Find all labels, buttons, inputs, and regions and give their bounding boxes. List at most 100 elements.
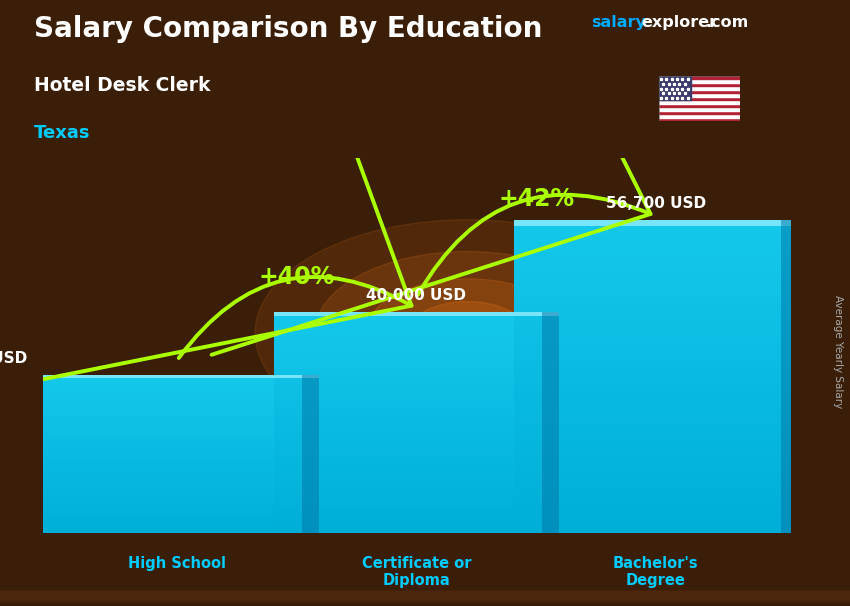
Bar xyxy=(0,593,850,601)
Bar xyxy=(0,594,850,601)
Bar xyxy=(659,111,740,114)
Bar xyxy=(275,324,558,329)
Bar xyxy=(0,592,850,600)
Bar xyxy=(275,456,558,461)
Bar xyxy=(513,518,798,525)
Bar xyxy=(0,596,850,604)
Bar xyxy=(781,220,798,533)
Bar xyxy=(0,595,850,602)
Bar xyxy=(275,528,558,533)
Bar xyxy=(513,220,798,225)
Bar xyxy=(275,329,558,335)
Bar xyxy=(275,500,558,505)
Bar xyxy=(35,513,320,518)
Bar xyxy=(35,494,320,498)
Bar xyxy=(275,484,558,489)
Bar xyxy=(513,455,798,463)
Bar xyxy=(659,83,740,86)
Bar xyxy=(275,373,558,379)
Bar xyxy=(35,529,320,533)
FancyArrowPatch shape xyxy=(212,0,650,355)
Bar xyxy=(0,591,850,599)
Text: +40%: +40% xyxy=(258,265,335,288)
Bar xyxy=(659,114,740,118)
Bar xyxy=(0,598,850,605)
Bar xyxy=(0,593,850,601)
Bar xyxy=(513,439,798,447)
Bar xyxy=(659,107,740,111)
Bar xyxy=(0,591,850,599)
Bar xyxy=(0,594,850,602)
Bar xyxy=(0,595,850,602)
Bar xyxy=(275,494,558,500)
Bar xyxy=(275,423,558,428)
Bar xyxy=(0,593,850,601)
Text: Texas: Texas xyxy=(34,124,90,142)
Bar xyxy=(0,593,850,601)
Bar xyxy=(0,594,850,602)
Bar xyxy=(0,598,850,605)
Text: 28,600 USD: 28,600 USD xyxy=(0,351,27,366)
Bar xyxy=(275,511,558,517)
Bar xyxy=(0,594,850,602)
Bar xyxy=(275,351,558,356)
Bar xyxy=(35,375,320,379)
Bar xyxy=(275,367,558,373)
Bar xyxy=(0,597,850,604)
Bar xyxy=(275,318,558,324)
Bar xyxy=(0,591,850,599)
Bar xyxy=(35,458,320,462)
Text: Hotel Desk Clerk: Hotel Desk Clerk xyxy=(34,76,211,95)
Bar xyxy=(0,593,850,601)
Bar xyxy=(0,594,850,601)
Bar xyxy=(35,399,320,403)
Bar xyxy=(0,594,850,602)
Bar xyxy=(35,395,320,399)
Bar xyxy=(0,598,850,606)
Bar xyxy=(0,597,850,605)
Bar xyxy=(0,591,850,599)
Bar xyxy=(275,517,558,522)
Bar xyxy=(35,498,320,502)
Bar xyxy=(513,236,798,244)
Bar xyxy=(0,598,850,605)
Bar xyxy=(513,486,798,494)
Bar xyxy=(0,597,850,605)
Bar xyxy=(0,594,850,601)
Bar xyxy=(35,387,320,391)
Bar xyxy=(0,592,850,600)
FancyArrowPatch shape xyxy=(0,0,411,396)
Bar xyxy=(0,596,850,604)
Bar xyxy=(0,596,850,604)
Bar xyxy=(275,335,558,340)
Bar xyxy=(275,312,558,318)
Bar xyxy=(659,118,740,121)
Bar xyxy=(35,502,320,505)
Bar xyxy=(275,428,558,434)
Bar xyxy=(0,593,850,600)
Bar xyxy=(659,79,740,83)
Bar xyxy=(513,471,798,479)
Bar xyxy=(35,383,320,387)
Bar xyxy=(0,596,850,603)
Bar xyxy=(513,392,798,400)
Bar xyxy=(659,93,740,97)
Bar xyxy=(275,489,558,494)
Bar xyxy=(35,447,320,450)
Text: explorer: explorer xyxy=(642,15,718,30)
Bar xyxy=(513,244,798,251)
Bar xyxy=(303,375,320,533)
Bar xyxy=(35,525,320,529)
Bar xyxy=(0,592,850,599)
Bar xyxy=(35,454,320,458)
Ellipse shape xyxy=(408,302,527,365)
Ellipse shape xyxy=(255,220,680,447)
Bar xyxy=(0,599,850,606)
Bar xyxy=(0,593,850,601)
Bar xyxy=(513,353,798,361)
Text: salary: salary xyxy=(591,15,646,30)
Bar xyxy=(513,275,798,282)
Bar xyxy=(513,400,798,408)
Bar xyxy=(275,461,558,467)
Bar xyxy=(513,282,798,290)
